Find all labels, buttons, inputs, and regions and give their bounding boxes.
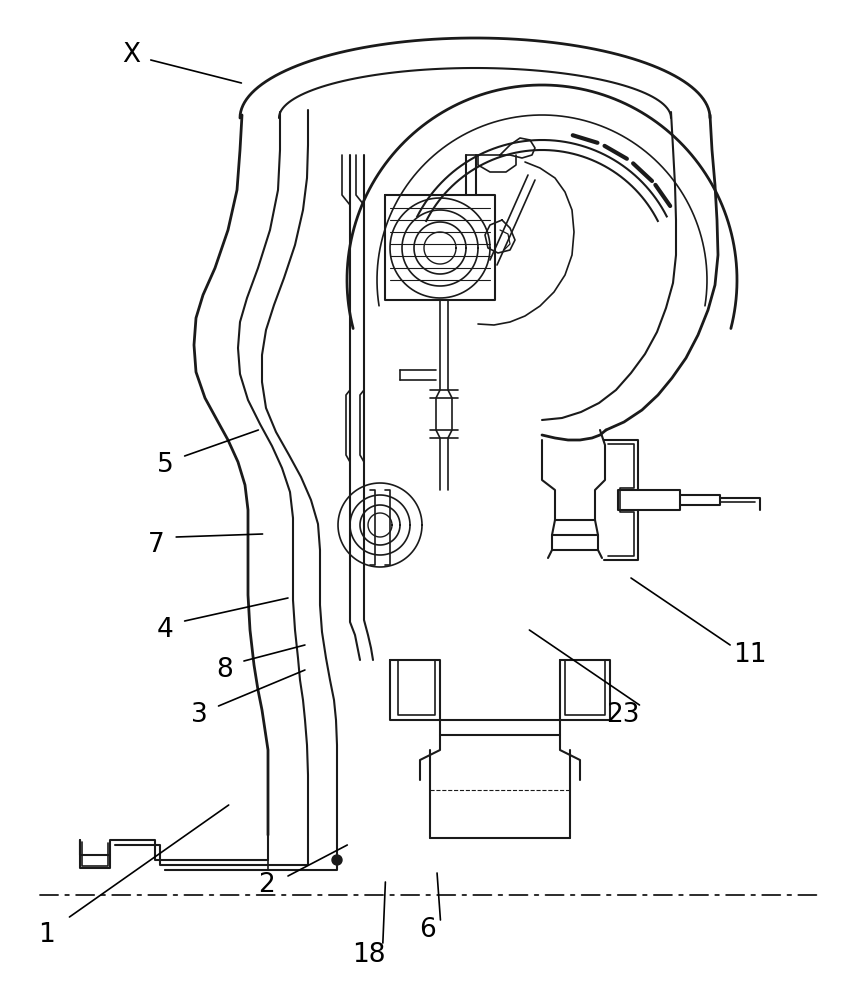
- Text: 3: 3: [191, 702, 208, 728]
- Text: 18: 18: [352, 942, 385, 968]
- Text: 1: 1: [38, 922, 55, 948]
- Text: 6: 6: [419, 917, 436, 943]
- Text: 5: 5: [157, 452, 174, 478]
- Text: 11: 11: [733, 642, 767, 668]
- Text: X: X: [122, 42, 141, 68]
- Text: 4: 4: [157, 617, 174, 643]
- Circle shape: [332, 855, 342, 865]
- Text: 2: 2: [258, 872, 275, 898]
- Text: 23: 23: [606, 702, 639, 728]
- Text: 8: 8: [216, 657, 233, 683]
- Text: 7: 7: [148, 532, 165, 558]
